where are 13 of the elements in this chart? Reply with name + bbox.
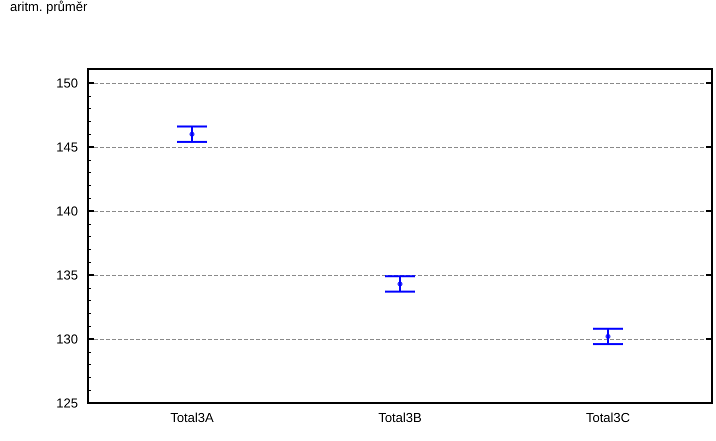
x-tick-label: Total3A bbox=[170, 410, 214, 425]
y-axis-title: aritm. průměr bbox=[10, 0, 88, 14]
y-tick-label: 135 bbox=[56, 268, 78, 282]
y-tick-label: 145 bbox=[56, 140, 78, 154]
y-tick-label: 130 bbox=[56, 332, 78, 346]
y-tick-label: 150 bbox=[56, 76, 78, 90]
point bbox=[606, 334, 610, 339]
y-tick-label: 140 bbox=[56, 204, 78, 218]
x-tick-label: Total3B bbox=[378, 410, 422, 425]
point bbox=[398, 281, 402, 286]
point bbox=[190, 132, 194, 137]
y-tick-label: 125 bbox=[56, 396, 78, 410]
x-tick-label: Total3C bbox=[586, 410, 630, 425]
